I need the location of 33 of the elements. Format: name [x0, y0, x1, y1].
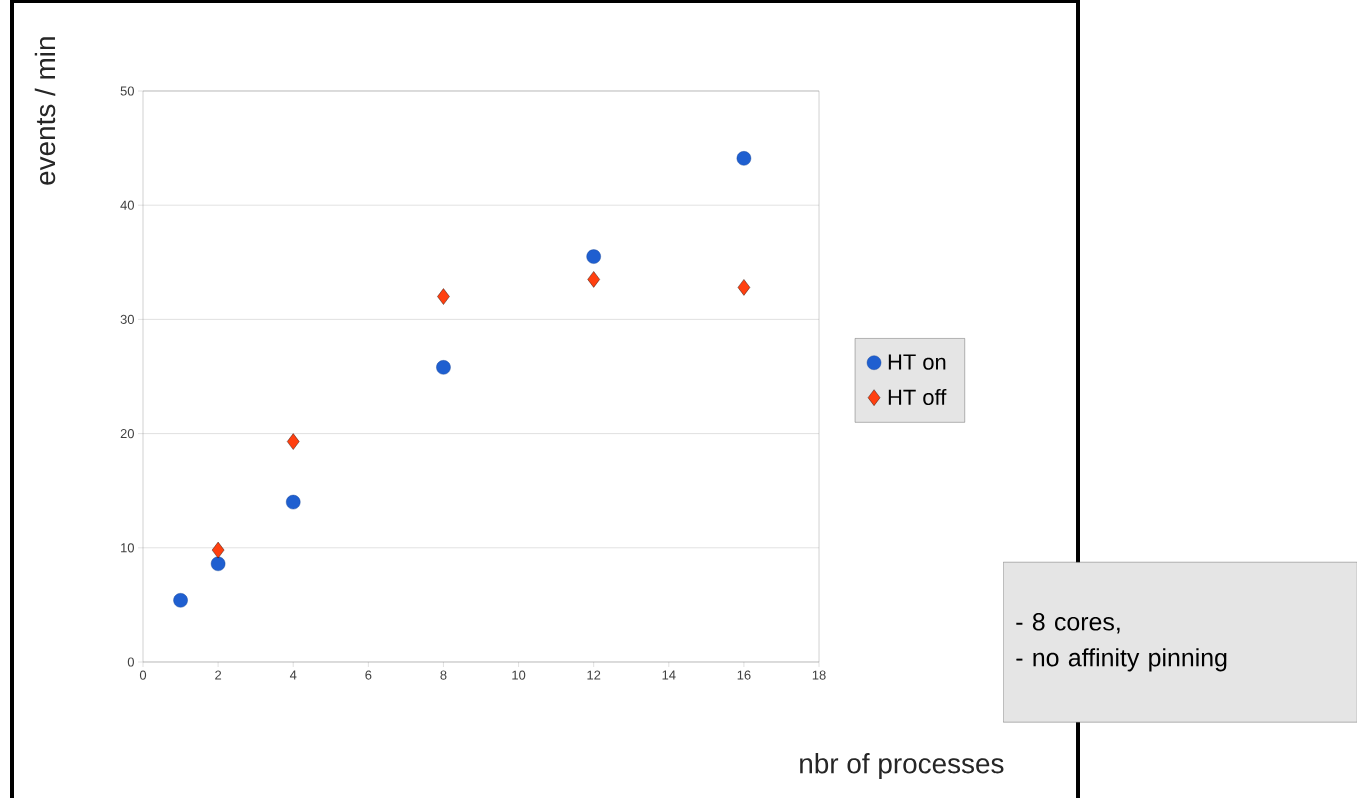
- point: [210, 556, 226, 571]
- y-tick-label: 0: [127, 657, 134, 667]
- x-axis-title: nbr of processes: [800, 753, 1004, 779]
- legend-label: HT off: [888, 388, 947, 406]
- x-tick-label: 16: [737, 670, 751, 680]
- point: [436, 360, 451, 375]
- x-tick-label: 14: [662, 670, 676, 680]
- y-tick-label: 40: [120, 200, 134, 210]
- legend-label: HT on: [888, 354, 946, 370]
- point: [437, 288, 450, 305]
- text: - no affinity pinning: [1016, 648, 1227, 672]
- text: - 8 cores,: [1016, 612, 1120, 634]
- x-tick-label: 8: [440, 670, 447, 680]
- x-tick-label: 18: [812, 670, 826, 680]
- point: [211, 541, 225, 559]
- x-tick-label: 4: [289, 670, 297, 680]
- y-tick-label: 10: [121, 543, 134, 553]
- y-tick-label: 30: [120, 314, 134, 324]
- point: [173, 593, 188, 608]
- y-axis-title: events / min: [34, 37, 56, 185]
- point: [736, 151, 752, 166]
- point: [286, 494, 301, 510]
- y-tick-label: 50: [120, 86, 134, 96]
- x-tick-label: 6: [365, 670, 372, 680]
- point: [586, 249, 601, 264]
- point: [587, 271, 600, 288]
- x-tick-label: 0: [139, 670, 147, 680]
- y-tick-label: 20: [120, 429, 134, 439]
- point: [737, 279, 751, 296]
- x-tick-label: 12: [587, 670, 601, 680]
- point: [287, 433, 300, 450]
- x-tick-label: 2: [215, 670, 222, 680]
- x-tick-label: 10: [512, 670, 526, 680]
